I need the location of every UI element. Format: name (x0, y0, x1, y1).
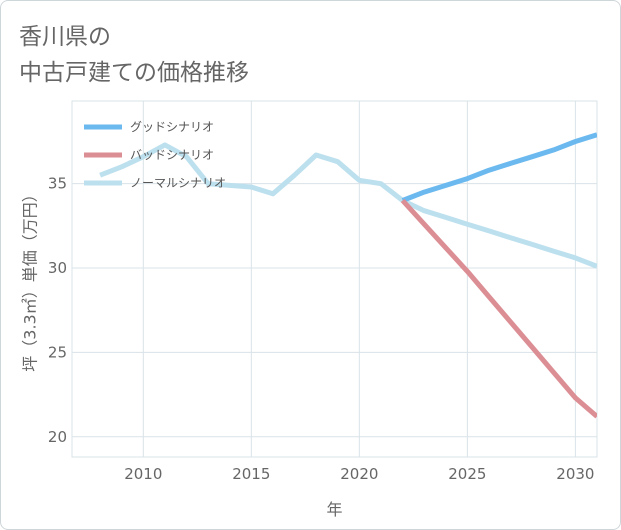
x-axis-label: 年 (326, 500, 342, 519)
x-tick-label: 2015 (232, 465, 270, 483)
series-line-0 (401, 132, 597, 203)
y-tick-label: 35 (48, 175, 67, 193)
x-tick-label: 2010 (124, 465, 162, 483)
x-tick-label: 2030 (556, 465, 594, 483)
plot-frame (71, 100, 598, 458)
x-tick-label: 2025 (448, 465, 486, 483)
x-tick-label: 2020 (340, 465, 378, 483)
y-tick-label: 25 (48, 343, 67, 361)
y-axis-label: 坪（3.3㎡）単価（万円） (21, 186, 40, 371)
y-tick-label: 20 (48, 428, 67, 446)
series-line-1 (400, 198, 597, 419)
y-tick-label: 30 (48, 259, 67, 277)
page-title: 香川県の 中古戸建ての価格推移 (19, 19, 249, 91)
legend-label-1: バッドシナリオ (130, 148, 214, 162)
title-line-1: 香川県の (19, 24, 111, 50)
grid (71, 100, 598, 458)
legend-label-0: グッドシナリオ (130, 120, 214, 134)
title-line-2: 中古戸建ての価格推移 (19, 60, 249, 86)
legend-label-2: ノーマルシナリオ (130, 176, 226, 190)
series-lines (99, 132, 597, 419)
series-line-2 (99, 142, 597, 269)
